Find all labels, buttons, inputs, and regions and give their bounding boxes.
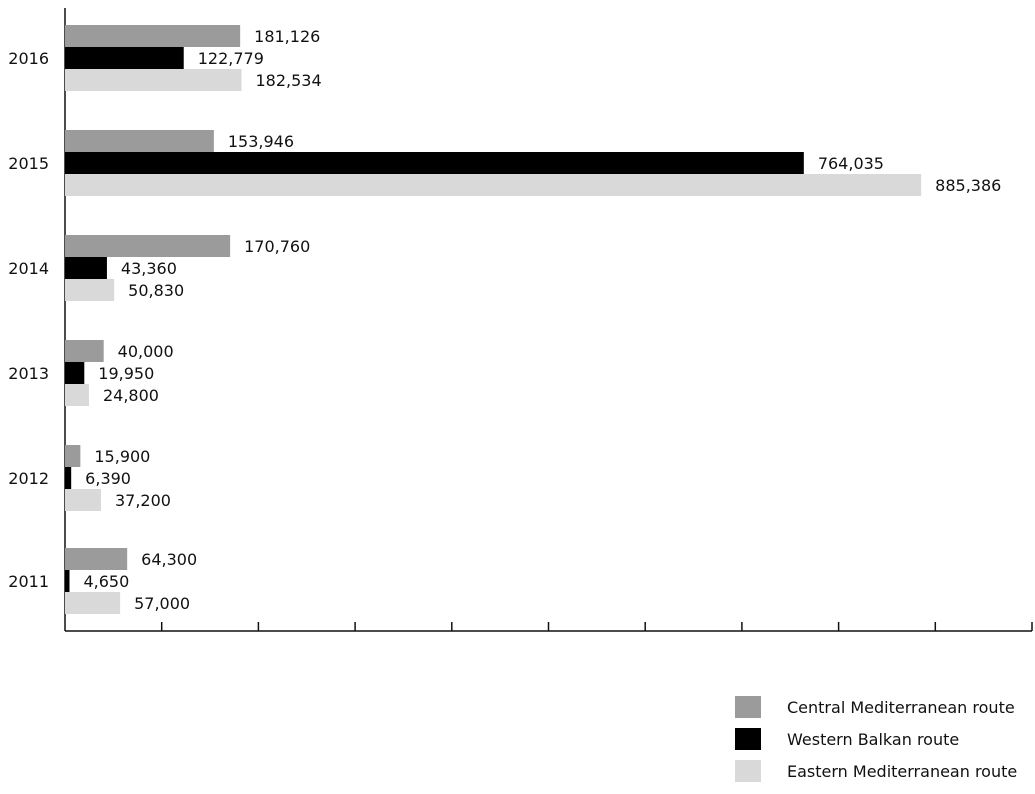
bar — [65, 445, 81, 467]
data-label: 57,000 — [134, 594, 190, 613]
legend-label-western: Western Balkan route — [787, 729, 960, 749]
bar — [65, 384, 89, 406]
bar — [65, 174, 922, 196]
data-label: 37,200 — [115, 491, 171, 510]
data-label: 50,830 — [128, 281, 184, 300]
legend-label-eastern: Eastern Mediterranean route — [787, 761, 1018, 781]
legend-swatch-eastern — [735, 760, 761, 782]
bar — [65, 152, 804, 174]
category-label: 2014 — [8, 259, 49, 278]
data-label: 4,650 — [83, 572, 129, 591]
data-label: 6,390 — [85, 469, 131, 488]
bar — [65, 25, 241, 47]
data-label: 19,950 — [98, 364, 154, 383]
bar-chart: 2016 181,126 122,779 182,534 2015 153,946 764,… — [8, 8, 1033, 632]
legend-item-eastern-mediterranean: Eastern Mediterranean route — [735, 760, 1017, 782]
bar — [65, 340, 104, 362]
bar — [65, 69, 242, 91]
bar — [65, 130, 214, 152]
bar — [65, 592, 121, 614]
data-label: 24,800 — [103, 386, 159, 405]
category-label: 2012 — [8, 469, 49, 488]
data-label: 15,900 — [94, 447, 150, 466]
data-label: 122,779 — [198, 49, 264, 68]
data-label: 40,000 — [118, 342, 174, 361]
bar — [65, 489, 101, 511]
legend-swatch-central — [735, 696, 761, 718]
category-label: 2015 — [8, 154, 49, 173]
bar — [65, 235, 231, 257]
legend-label-central: Central Mediterranean route — [787, 697, 1015, 717]
bar — [65, 279, 115, 301]
data-label: 182,534 — [256, 71, 322, 90]
category-label: 2016 — [8, 49, 49, 68]
data-label: 885,386 — [935, 176, 1001, 195]
bar — [65, 47, 184, 69]
data-label: 43,360 — [121, 259, 177, 278]
legend-swatch-western — [735, 728, 761, 750]
category-label: 2011 — [8, 572, 49, 591]
data-label: 153,946 — [228, 132, 294, 151]
bar — [65, 257, 107, 279]
bar — [65, 467, 72, 489]
bar — [65, 362, 85, 384]
data-label: 64,300 — [141, 550, 197, 569]
legend-item-central-mediterranean: Central Mediterranean route — [735, 696, 1017, 718]
legend-item-western-balkan: Western Balkan route — [735, 728, 1017, 750]
bar — [65, 570, 70, 592]
category-label: 2013 — [8, 364, 49, 383]
data-label: 181,126 — [254, 27, 320, 46]
data-label: 764,035 — [818, 154, 884, 173]
data-label: 170,760 — [244, 237, 310, 256]
legend: Central Mediterranean route Western Balk… — [735, 696, 1017, 792]
bar — [65, 548, 128, 570]
